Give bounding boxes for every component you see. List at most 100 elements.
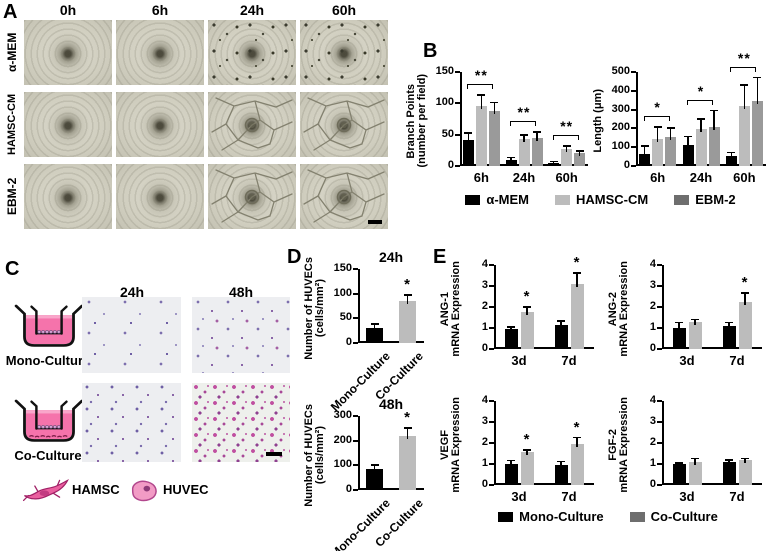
hamsc-label: HAMSC xyxy=(72,482,120,497)
y-tick-label: 3 xyxy=(481,279,488,291)
timepoint-header-60h: 60h xyxy=(331,2,357,18)
huvec-count-24h-chart: 24h Number of HUVECs (cells/mm²) 0 50 100 150 M… xyxy=(298,247,435,414)
error-bar xyxy=(552,161,555,167)
y-tick xyxy=(631,165,636,167)
y-tick xyxy=(489,348,494,350)
y-tick-label: 3 xyxy=(481,415,488,427)
fgf2-chart: FGF-2 mRNA Expression 0 1 2 3 4 3d 7d xyxy=(606,385,771,521)
error-bar xyxy=(756,77,759,105)
bar xyxy=(725,155,737,166)
timepoint-header-0h: 0h xyxy=(59,2,77,18)
error-bar xyxy=(730,152,733,159)
error-bar xyxy=(406,428,409,439)
bar xyxy=(639,153,651,166)
micro-image-hamsccm-0h xyxy=(24,92,112,157)
error-bar xyxy=(373,465,376,473)
legend-label: Mono-Culture xyxy=(519,509,604,524)
bar xyxy=(688,461,702,485)
plot-area xyxy=(358,416,424,490)
bar xyxy=(366,469,383,490)
tube-network-overlay xyxy=(208,92,296,157)
vegf-chart: VEGF mRNA Expression 0 1 2 3 4 * 3d * 7d xyxy=(438,385,603,521)
chart-title: 24h xyxy=(378,249,404,265)
error-bar-cap xyxy=(697,118,705,120)
error-bar-cap xyxy=(533,131,541,133)
legend-item: Mono-Culture xyxy=(498,509,604,524)
error-bar-cap xyxy=(520,134,528,136)
legend-item: EBM-2 xyxy=(674,192,736,207)
legend-label: Co-Culture xyxy=(650,509,718,524)
y-tick-label: 3 xyxy=(649,279,656,291)
error-bar xyxy=(526,307,528,316)
error-bar-cap xyxy=(573,272,581,274)
error-bar-cap xyxy=(740,84,749,86)
legend-swatch xyxy=(465,194,481,205)
y-tick xyxy=(489,442,494,444)
error-bar-cap xyxy=(691,318,699,321)
error-bar-cap xyxy=(523,449,531,451)
y-tick xyxy=(455,133,460,136)
plot-area xyxy=(662,265,762,349)
micro-image-amem-24h xyxy=(208,20,296,85)
y-axis-label: ANG-1 mRNA Expression xyxy=(438,257,462,361)
error-bar-cap xyxy=(549,160,558,163)
micro-image-amem-0h xyxy=(24,20,112,85)
y-tick-label: 2 xyxy=(481,436,488,448)
x-category-label: 60h xyxy=(733,170,756,185)
y-tick-label: 2 xyxy=(481,300,488,312)
y-tick-label: 0 xyxy=(623,159,630,171)
micro-image-amem-6h xyxy=(116,20,204,85)
y-axis-label: VEGF mRNA Expression xyxy=(438,393,462,497)
bar xyxy=(652,138,664,166)
bar xyxy=(520,312,534,349)
significance-star: * xyxy=(523,431,531,449)
significance-bracket xyxy=(510,121,536,127)
error-bar xyxy=(643,146,646,157)
x-category-label: 6h xyxy=(473,170,489,185)
y-tick xyxy=(657,264,662,266)
error-bar-cap xyxy=(557,460,565,463)
y-tick-label: 400 xyxy=(611,83,630,96)
y-tick xyxy=(489,463,494,465)
y-tick xyxy=(657,484,662,486)
huvec-count-48h-chart: 48h Number of HUVECs (cells/mm²) 0 100 200 300… xyxy=(298,394,435,551)
bar xyxy=(665,136,677,166)
y-tick-label: 4 xyxy=(481,258,488,270)
error-bar-cap xyxy=(507,459,515,462)
timepoint-header-6h: 6h xyxy=(151,2,169,18)
migration-header-24h: 24h xyxy=(119,284,145,300)
x-category-label: 60h xyxy=(555,170,578,185)
bar xyxy=(520,452,534,485)
error-bar xyxy=(467,133,470,143)
panel-a-label: A xyxy=(3,1,18,23)
x-category-label: 24h xyxy=(689,170,713,185)
y-tick xyxy=(353,317,358,320)
y-tick xyxy=(455,102,460,105)
micro-image-hamsccm-6h xyxy=(116,92,204,157)
y-tick-label: 2 xyxy=(649,300,656,312)
tube-network-overlay xyxy=(208,164,296,229)
plot-area xyxy=(358,269,424,343)
error-bar-cap xyxy=(741,292,749,294)
legend-item: α-MEM xyxy=(465,192,529,207)
error-bar-cap xyxy=(507,156,515,159)
error-bar xyxy=(560,321,562,328)
micro-image-amem-60h xyxy=(300,20,388,85)
micro-image-ebm2-24h xyxy=(208,164,296,229)
bar xyxy=(570,283,584,349)
y-tick-label: 100 xyxy=(333,286,352,299)
error-bar xyxy=(523,135,525,143)
y-tick xyxy=(657,327,662,329)
co-culture-label: Co-Culture xyxy=(14,448,82,463)
error-bar xyxy=(526,450,528,456)
x-category-label: 3d xyxy=(679,353,695,368)
y-tick xyxy=(657,442,662,444)
y-axis-label: Number of HUVECs (cells/mm²) xyxy=(298,257,326,360)
significance-bracket xyxy=(552,134,579,140)
bar xyxy=(504,328,518,349)
bar xyxy=(554,324,568,349)
error-bar-cap xyxy=(403,427,412,429)
bar xyxy=(488,110,500,166)
bar xyxy=(531,138,543,166)
